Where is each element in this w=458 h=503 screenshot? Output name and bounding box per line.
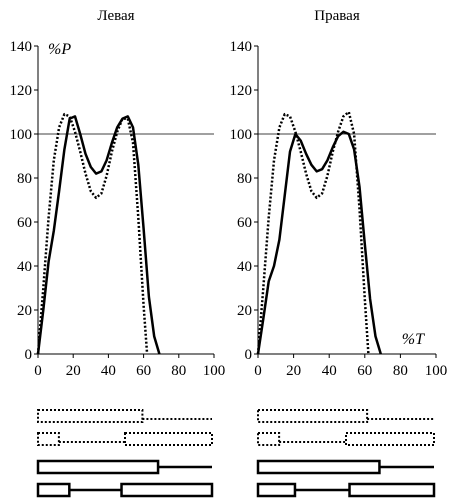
- gait-bar-box: [257, 409, 369, 423]
- y-axis-label: %P: [48, 41, 71, 58]
- gait-bar-box: [345, 432, 435, 446]
- y-tick-label: 40: [17, 259, 32, 275]
- x-axis-label: %T: [402, 331, 425, 348]
- gait-bar-group-1: [256, 409, 436, 498]
- y-tick-label: 20: [17, 303, 32, 319]
- y-tick-label: 120: [230, 83, 253, 99]
- gait-bar-box: [120, 482, 214, 498]
- y-tick-label: 100: [230, 127, 253, 143]
- gait-bar-box: [37, 432, 60, 446]
- series-line-dotted: [256, 110, 370, 355]
- x-tick-label: 20: [286, 363, 301, 379]
- x-tick-label: 60: [136, 363, 151, 379]
- gait-bar-group-0: [36, 409, 214, 498]
- x-tick-label: 0: [34, 363, 42, 379]
- plots-layer: Левая 0 20 40 60 80 100 120 140 0 20 40 60 80 100 %P Пра…: [10, 8, 448, 379]
- y-tick-label: 140: [10, 39, 33, 55]
- y-tick-label: 0: [245, 347, 253, 363]
- x-tick-label: 40: [101, 363, 116, 379]
- series-line-solid: [36, 115, 161, 355]
- x-tick-label: 20: [66, 363, 81, 379]
- chart-panel-0: Левая 0 20 40 60 80 100 120 140 0 20 40 60 80 100 %P: [10, 8, 226, 379]
- y-tick-label: 120: [10, 83, 33, 99]
- x-tick-label: 100: [425, 363, 448, 379]
- gait-bar-box: [257, 432, 281, 446]
- y-tick-label: 60: [237, 215, 252, 231]
- x-tick-label: 100: [203, 363, 226, 379]
- y-tick-label: 140: [230, 39, 253, 55]
- gait-bar-box: [124, 432, 213, 446]
- gait-bar-box: [348, 482, 436, 498]
- y-tick-label: 20: [237, 303, 252, 319]
- x-tick-label: 80: [171, 363, 186, 379]
- gait-bars-layer: [36, 409, 436, 498]
- chart-title: Левая: [97, 8, 134, 24]
- x-tick-label: 40: [322, 363, 337, 379]
- chart-title: Правая: [314, 8, 360, 24]
- y-tick-label: 40: [237, 259, 252, 275]
- y-tick-label: 100: [10, 127, 33, 143]
- gait-bar-box: [37, 409, 144, 423]
- y-tick-label: 80: [17, 171, 32, 187]
- y-tick-label: 60: [17, 215, 32, 231]
- series-line-dotted: [36, 112, 149, 355]
- x-tick-label: 0: [254, 363, 262, 379]
- gait-bar-box: [36, 459, 160, 475]
- y-tick-label: 0: [25, 347, 33, 363]
- series-line-solid: [256, 130, 382, 355]
- gait-bar-box: [256, 459, 381, 475]
- gait-bar-box: [36, 482, 71, 498]
- x-tick-label: 80: [393, 363, 408, 379]
- x-tick-label: 60: [357, 363, 372, 379]
- y-tick-label: 80: [237, 171, 252, 187]
- gait-bar-box: [256, 482, 297, 498]
